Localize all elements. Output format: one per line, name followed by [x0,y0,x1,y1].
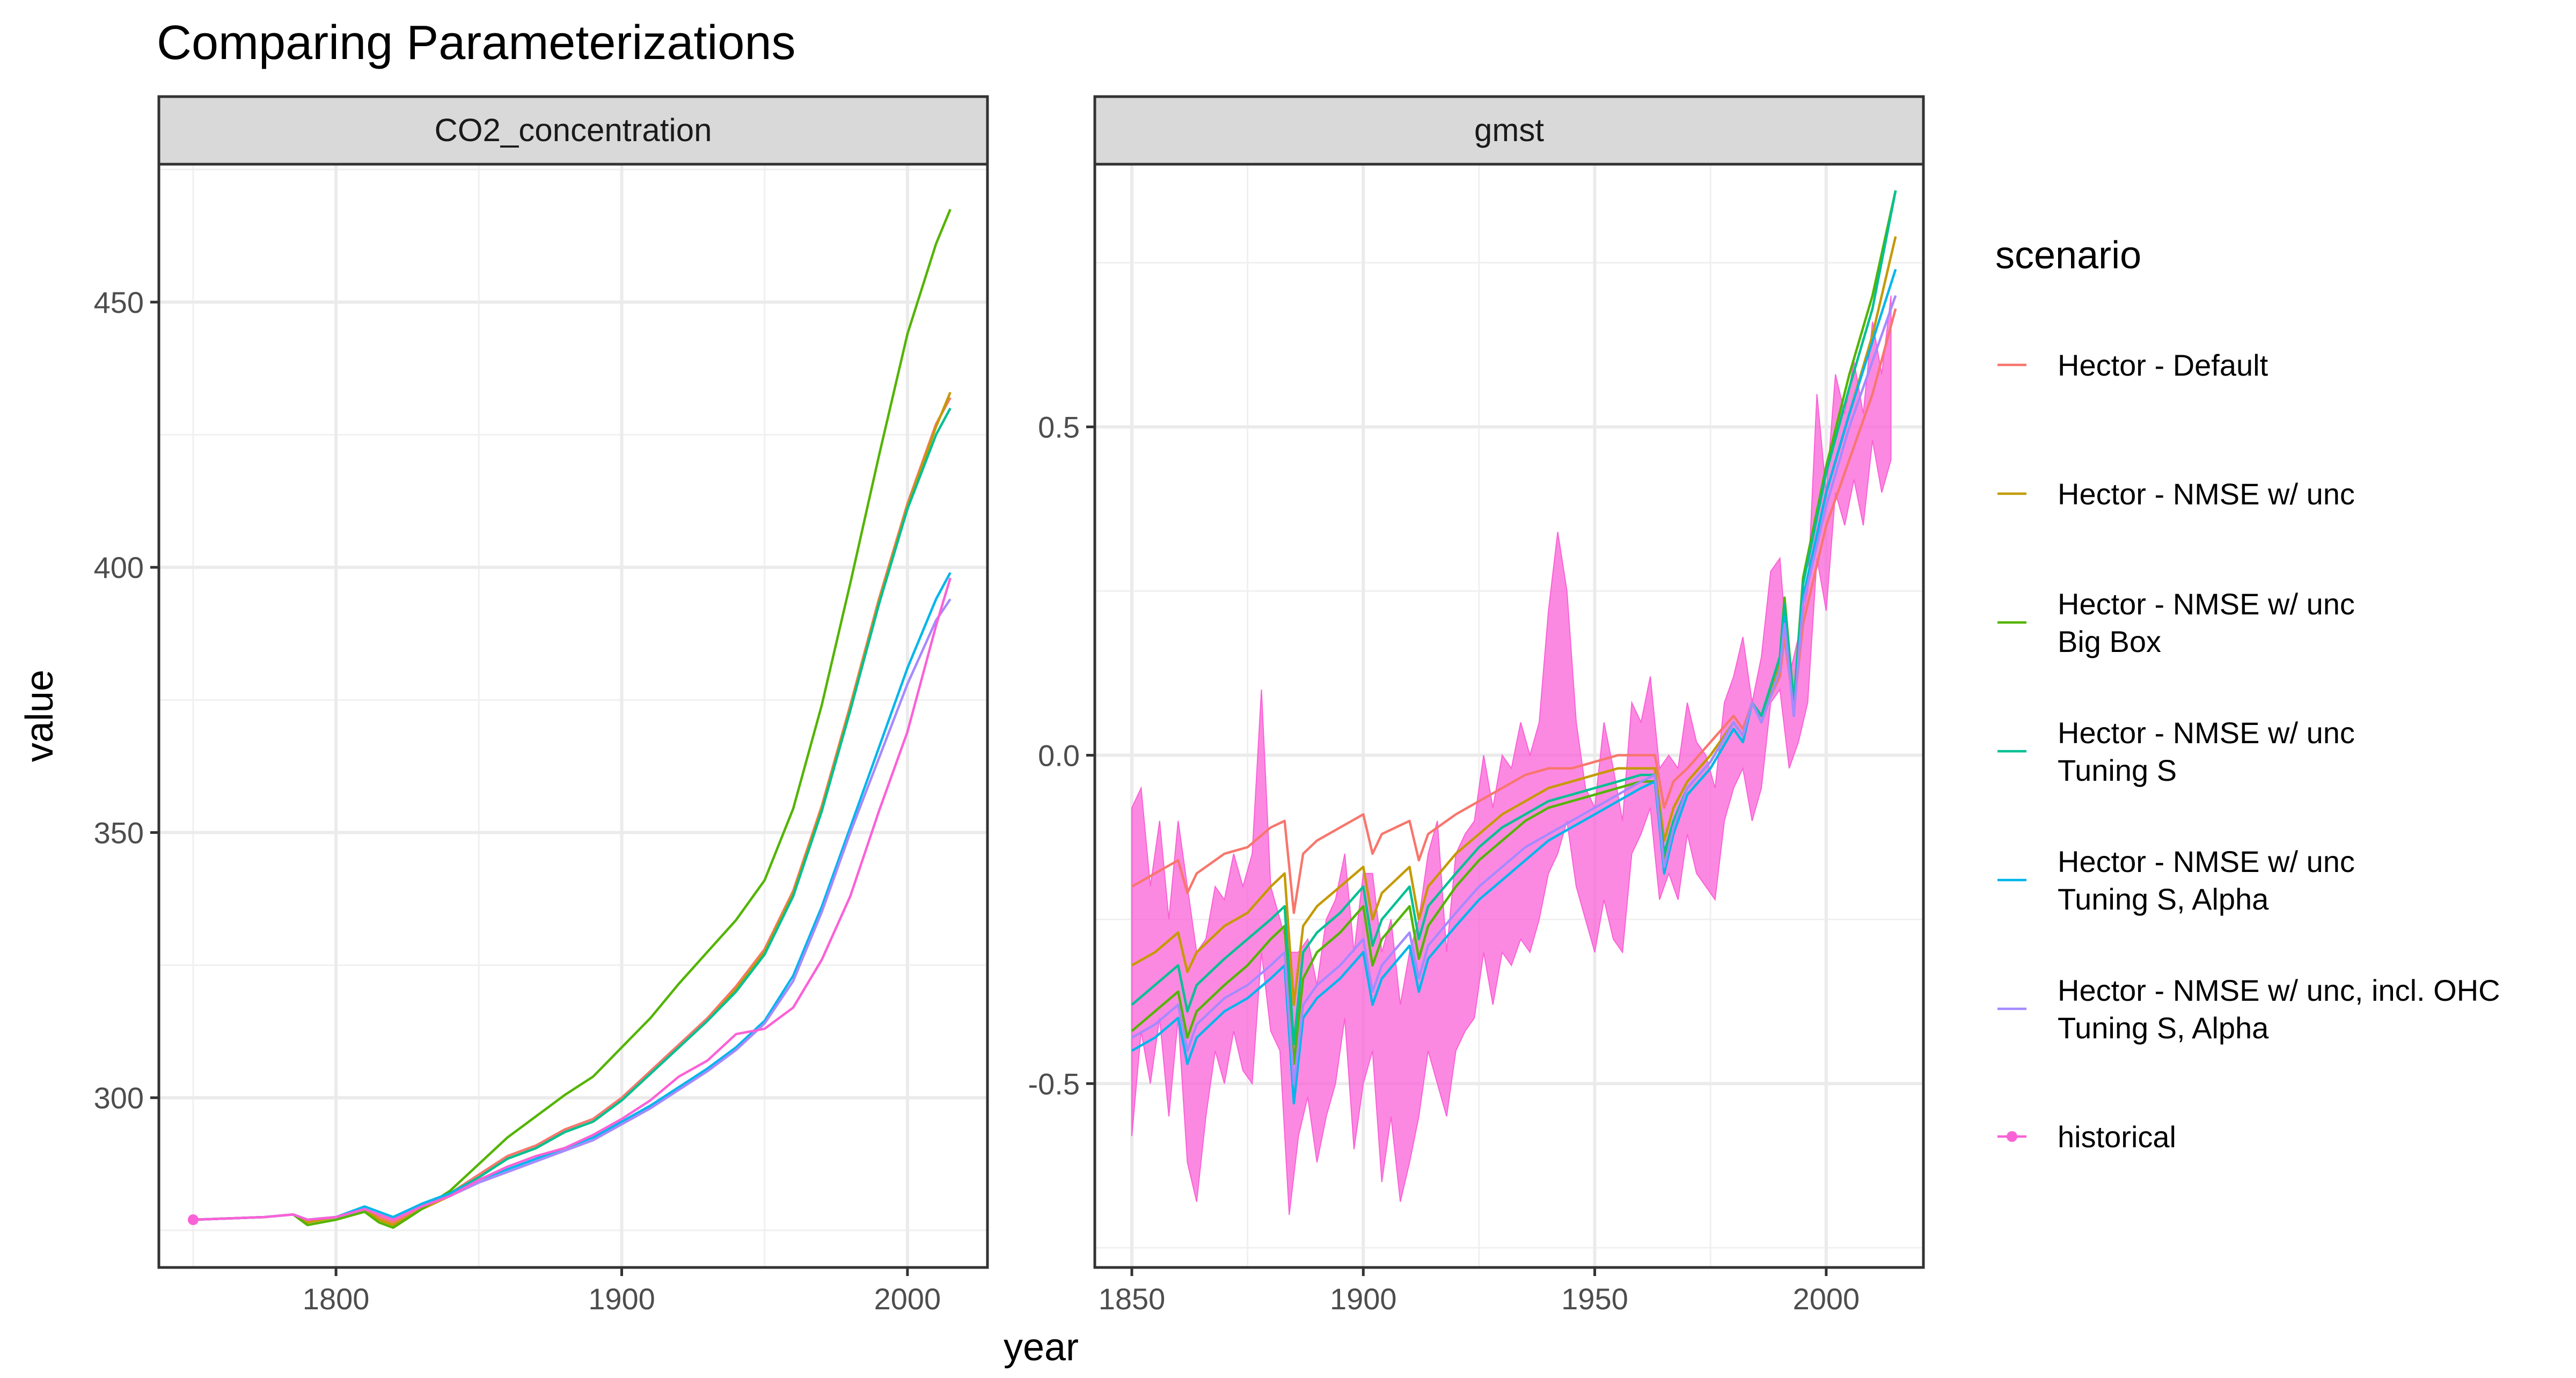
x-tick-label: 1950 [1561,1282,1628,1316]
series-line-hector-nmse-w-unc-tuning-s [1131,190,1897,1046]
y-axis-title: value [18,670,61,762]
x-tick-label: 1900 [1330,1282,1397,1316]
legend-item-hector-nmse-w-unc-incl-ohc-tuning-s-alpha: Hector - NMSE w/ unc, incl. OHC Tuning S,… [1997,973,2500,1045]
legend-item-label: Hector - NMSE w/ unc [2058,716,2355,750]
legend-title: scenario [1995,234,2141,277]
legend-item-label: Hector - NMSE w/ unc [2058,587,2355,621]
panel-gmst: gmst 1850 1900 1950 2000 -0.5 0.0 0.5 [1028,95,1925,1316]
series-line-hector-nmse-w-unc-big-box [193,209,952,1229]
legend-item-label: historical [2058,1120,2176,1154]
legend-item-label: Hector - NMSE w/ unc, incl. OHC [2058,973,2500,1007]
strip-label: gmst [1474,112,1544,148]
legend-item-label: Tuning S, Alpha [2058,882,2269,916]
legend-item-hector-default: Hector - Default [1997,348,2268,382]
y-tick-label: 0.5 [1038,411,1080,444]
panel-border [157,163,989,1269]
y-tick-label: -0.5 [1028,1067,1080,1101]
x-tick-label: 1900 [588,1282,655,1316]
legend: scenario Hector - Default Hector - NMSE w… [1995,234,2500,1154]
series-point-historical [187,1214,199,1226]
panel-co2-concentration: CO2_concentration 1800 1900 2000 300 350 400 4… [94,95,989,1316]
series-line-hector-nmse-w-unc [1131,236,1897,1006]
legend-item-label: Big Box [2058,625,2161,658]
y-tick-label: 0.0 [1038,738,1080,772]
legend-item-label: Hector - Default [2058,348,2268,382]
y-tick-label: 350 [94,816,144,849]
legend-item-historical: historical [1997,1120,2176,1154]
legend-item-label: Tuning S [2058,753,2177,787]
x-tick-label: 2000 [1793,1282,1860,1316]
chart-title: Comparing Parameterizations [157,16,796,70]
strip-background [1093,95,1925,166]
legend-item-hector-nmse-w-unc: Hector - NMSE w/ unc [1997,477,2355,511]
legend-key-point [2007,1131,2017,1142]
panel-border [1093,163,1925,1269]
legend-item-hector-nmse-w-unc-tuning-s-alpha: Hector - NMSE w/ unc Tuning S, Alpha [1997,845,2355,916]
y-tick-label: 400 [94,551,144,584]
series-line-hector-nmse-w-unc-incl-ohc-tuning-s-alpha [1131,295,1897,1085]
strip-label: CO2_concentration [435,112,712,148]
plot-background [159,164,987,1267]
series-line-historical [193,577,952,1221]
y-tick-label: 450 [94,285,144,319]
legend-item-label: Hector - NMSE w/ unc [2058,477,2355,511]
legend-item-label: Tuning S, Alpha [2058,1011,2269,1045]
legend-item-hector-nmse-w-unc-big-box: Hector - NMSE w/ unc Big Box [1997,587,2355,658]
x-tick-label: 1850 [1099,1282,1166,1316]
x-tick-label: 1800 [303,1282,370,1316]
x-tick-label: 2000 [874,1282,941,1316]
legend-item-label: Hector - NMSE w/ unc [2058,845,2355,878]
y-tick-label: 300 [94,1081,144,1115]
x-axis-title: year [1004,1326,1079,1369]
strip-background [157,95,989,166]
